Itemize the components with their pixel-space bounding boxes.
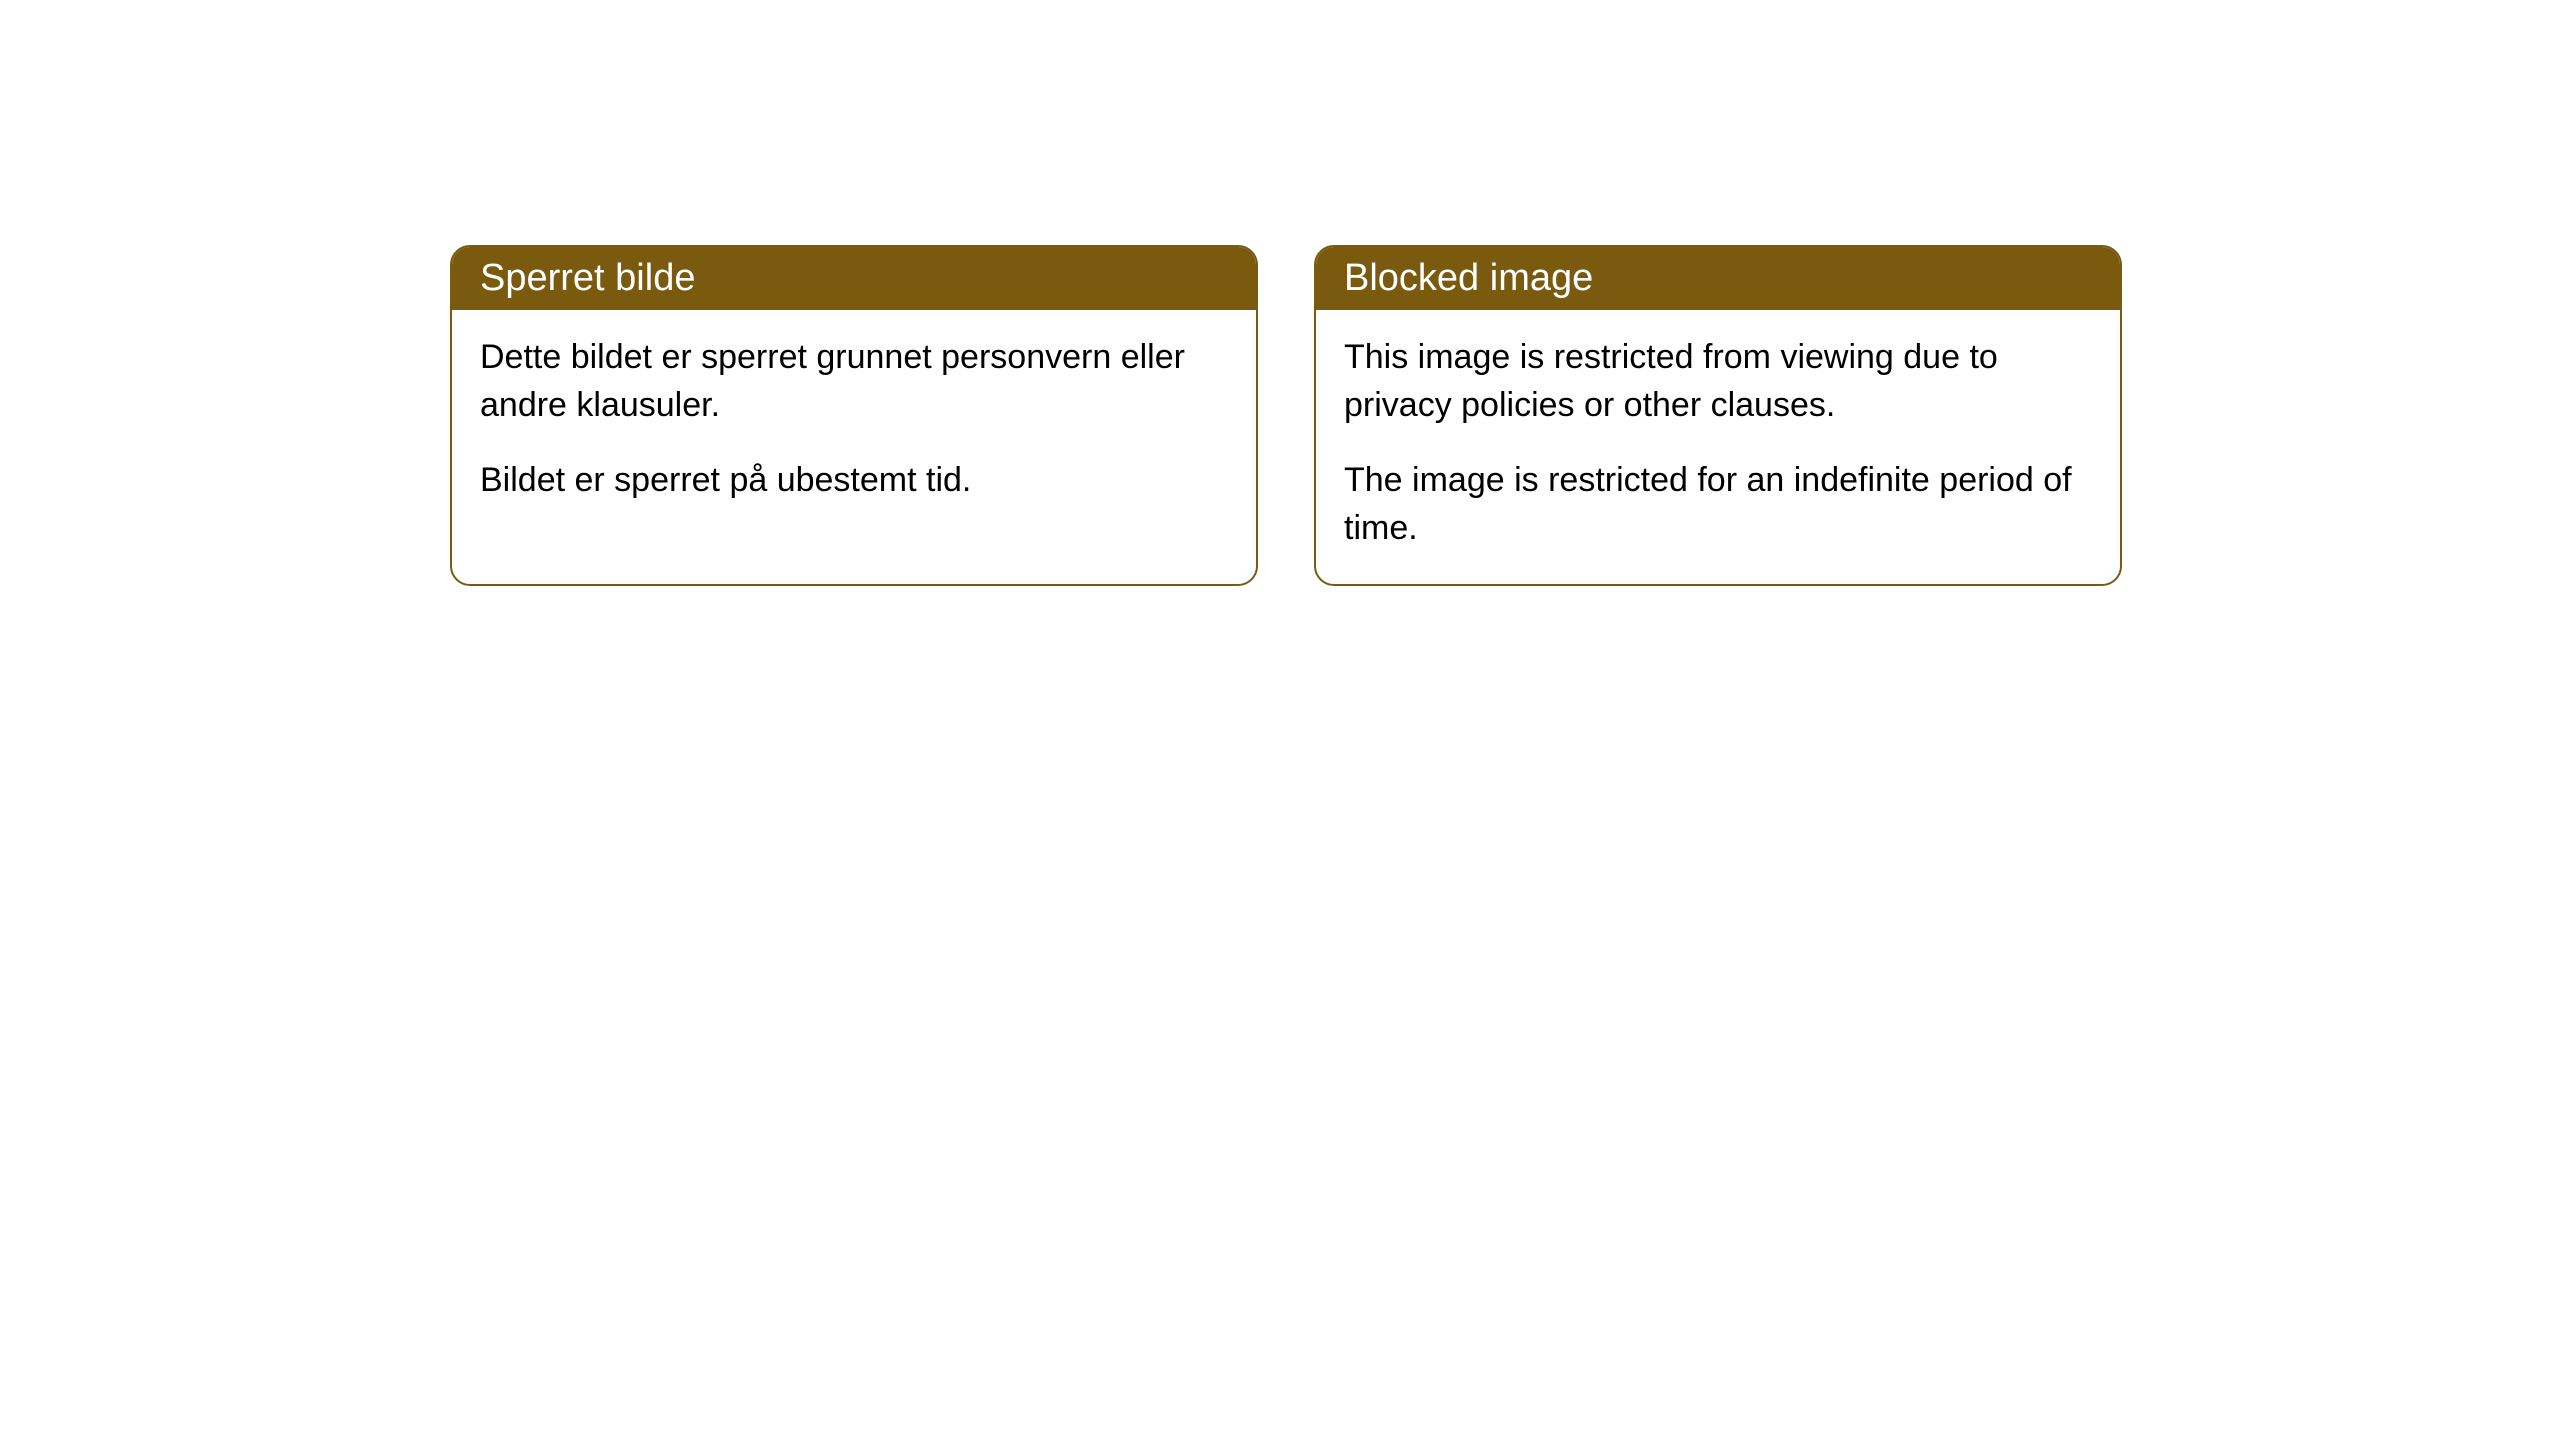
card-header: Sperret bilde [452, 247, 1256, 310]
card-title: Blocked image [1344, 257, 1593, 299]
notice-cards-container: Sperret bilde Dette bildet er sperret gr… [450, 245, 2122, 586]
card-paragraph: Dette bildet er sperret grunnet personve… [480, 334, 1228, 429]
card-body: Dette bildet er sperret grunnet personve… [452, 310, 1256, 537]
card-body: This image is restricted from viewing du… [1316, 310, 2120, 584]
card-paragraph: Bildet er sperret på ubestemt tid. [480, 457, 1228, 505]
notice-card-english: Blocked image This image is restricted f… [1314, 245, 2122, 586]
card-header: Blocked image [1316, 247, 2120, 310]
card-paragraph: This image is restricted from viewing du… [1344, 334, 2092, 429]
card-paragraph: The image is restricted for an indefinit… [1344, 457, 2092, 552]
card-title: Sperret bilde [480, 257, 695, 299]
notice-card-norwegian: Sperret bilde Dette bildet er sperret gr… [450, 245, 1258, 586]
